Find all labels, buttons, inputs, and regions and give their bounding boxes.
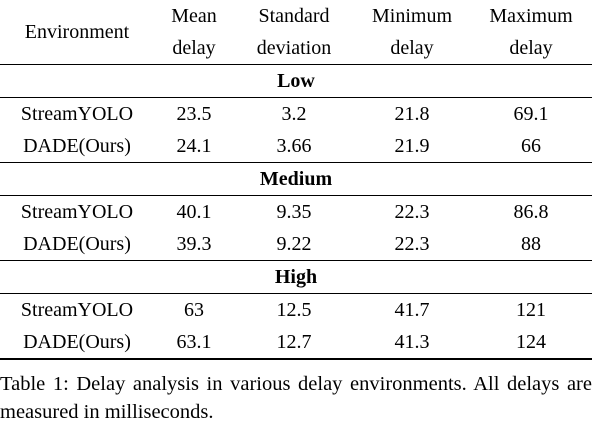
header-row-2: delay deviation delay delay bbox=[0, 32, 592, 65]
cell-min: 41.7 bbox=[394, 298, 430, 321]
cell-max: 86.8 bbox=[513, 200, 549, 223]
cell-std: 12.5 bbox=[276, 298, 312, 321]
cell-method: StreamYOLO bbox=[20, 298, 134, 321]
table-row: StreamYOLO 40.1 9.35 22.3 86.8 bbox=[0, 196, 592, 229]
cell-std: 3.2 bbox=[281, 102, 307, 125]
cell-method: DADE(Ours) bbox=[0, 326, 154, 360]
group-label-medium: Medium bbox=[0, 162, 592, 196]
header-min-line1: Minimum bbox=[371, 4, 452, 27]
table-row: StreamYOLO 23.5 3.2 21.8 69.1 bbox=[0, 98, 592, 131]
table-row: DADE(Ours) 39.3 9.22 22.3 88 bbox=[0, 228, 592, 261]
header-max-line2: delay bbox=[470, 32, 592, 65]
group-label-high: High bbox=[0, 260, 592, 294]
cell-min: 22.3 bbox=[354, 228, 470, 261]
cell-method: DADE(Ours) bbox=[0, 130, 154, 163]
cell-std: 9.22 bbox=[234, 228, 354, 261]
table-row: StreamYOLO 63 12.5 41.7 121 bbox=[0, 294, 592, 327]
cell-mean: 39.3 bbox=[154, 228, 234, 261]
cell-max: 124 bbox=[470, 326, 592, 360]
header-max-line1: Maximum bbox=[489, 4, 573, 27]
cell-max: 69.1 bbox=[513, 102, 549, 125]
header-environment: Environment bbox=[0, 0, 154, 65]
cell-max: 121 bbox=[516, 298, 546, 321]
cell-mean: 63 bbox=[184, 298, 204, 321]
cell-mean: 40.1 bbox=[176, 200, 212, 223]
cell-method: DADE(Ours) bbox=[0, 228, 154, 261]
header-std-line2: deviation bbox=[234, 32, 354, 65]
cell-mean: 23.5 bbox=[176, 102, 212, 125]
cell-std: 3.66 bbox=[234, 130, 354, 163]
group-row-medium: Medium bbox=[0, 162, 592, 196]
delay-table-container: Environment Mean Standard Minimum Maximu… bbox=[0, 0, 592, 360]
group-row-high: High bbox=[0, 260, 592, 294]
header-mean-line2: delay bbox=[154, 32, 234, 65]
header-std-line1: Standard bbox=[258, 4, 330, 27]
cell-max: 66 bbox=[470, 130, 592, 163]
cell-mean: 24.1 bbox=[154, 130, 234, 163]
delay-analysis-table: Environment Mean Standard Minimum Maximu… bbox=[0, 0, 592, 360]
cell-min: 41.3 bbox=[354, 326, 470, 360]
header-mean-line1: Mean bbox=[171, 4, 217, 27]
table-row: DADE(Ours) 63.1 12.7 41.3 124 bbox=[0, 326, 592, 360]
header-row-1: Environment Mean Standard Minimum Maximu… bbox=[0, 0, 592, 65]
cell-mean: 63.1 bbox=[154, 326, 234, 360]
header-min-line2: delay bbox=[354, 32, 470, 65]
cell-std: 12.7 bbox=[234, 326, 354, 360]
group-row-low: Low bbox=[0, 64, 592, 98]
group-label-low: Low bbox=[0, 64, 592, 98]
cell-method: StreamYOLO bbox=[20, 200, 134, 223]
cell-min: 21.9 bbox=[354, 130, 470, 163]
cell-std: 9.35 bbox=[276, 200, 312, 223]
cell-method: StreamYOLO bbox=[20, 102, 134, 125]
table-caption: Table 1: Delay analysis in various delay… bbox=[0, 373, 592, 423]
table-row: DADE(Ours) 24.1 3.66 21.9 66 bbox=[0, 130, 592, 163]
cell-max: 88 bbox=[470, 228, 592, 261]
cell-min: 22.3 bbox=[394, 200, 430, 223]
cell-min: 21.8 bbox=[394, 102, 430, 125]
